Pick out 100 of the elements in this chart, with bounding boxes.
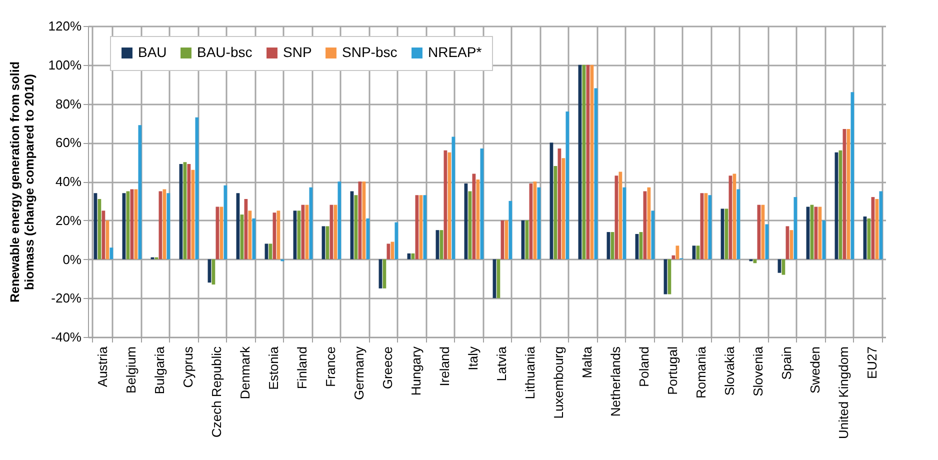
y-tick-label: 80% <box>55 96 82 112</box>
x-tick-label: Lithuania <box>522 346 538 400</box>
bar <box>106 220 110 260</box>
legend-label: SNP-bsc <box>342 44 398 60</box>
bar <box>305 204 309 260</box>
bar <box>704 193 708 260</box>
bar <box>818 206 822 260</box>
x-tick-label: Slovenia <box>750 346 766 396</box>
bar <box>618 172 622 260</box>
bar <box>309 187 313 260</box>
bar <box>647 187 651 260</box>
x-tick-label: Malta <box>579 346 594 378</box>
bar <box>386 244 390 260</box>
x-tick-label: Belgium <box>123 346 138 394</box>
bar <box>875 198 879 260</box>
bar <box>590 64 594 260</box>
bar <box>110 248 114 260</box>
legend-label: BAU <box>138 44 167 60</box>
bar <box>850 92 854 260</box>
legend-label: NREAP* <box>428 44 482 60</box>
bar <box>276 210 280 260</box>
bar <box>264 244 268 260</box>
bar <box>338 182 342 260</box>
x-tick-label: Sweden <box>807 346 822 394</box>
x-tick-label: Romania <box>693 346 708 399</box>
bar <box>326 226 330 260</box>
bar <box>537 187 541 260</box>
x-tick-label: Luxembourg <box>550 346 566 419</box>
y-tick-label: -40% <box>51 330 82 344</box>
x-tick-label: France <box>322 346 338 387</box>
bar <box>224 185 228 260</box>
bar <box>252 218 256 260</box>
bar <box>366 218 370 260</box>
bar <box>166 193 170 260</box>
bar <box>790 230 794 260</box>
bar <box>322 226 326 260</box>
bar <box>533 182 537 260</box>
bar <box>138 125 142 260</box>
y-tick-label: 40% <box>55 174 82 189</box>
x-tick-label: Latvia <box>494 346 509 382</box>
bar <box>566 112 570 260</box>
y-axis-title: Renewable energy generation from solid biomass (change compared to 2010) <box>8 61 36 303</box>
x-tick-label: Denmark <box>237 346 252 400</box>
x-tick-label: Czech Republic <box>208 346 224 438</box>
bar <box>334 204 338 260</box>
bar <box>696 246 700 260</box>
bar <box>562 158 566 260</box>
bar <box>794 197 798 260</box>
bar <box>195 117 199 260</box>
x-tick-label: Bulgaria <box>152 346 167 394</box>
bar <box>761 204 765 260</box>
bar <box>822 220 826 260</box>
bar <box>220 206 224 260</box>
bar <box>765 224 769 260</box>
x-tick-label: Hungary <box>408 346 424 396</box>
bar <box>248 210 252 260</box>
bar <box>651 210 655 260</box>
bar <box>676 246 680 260</box>
bar <box>786 226 790 260</box>
x-tick-label: Greece <box>380 346 395 390</box>
y-tick-label: 20% <box>55 212 82 228</box>
x-tick-label: EU27 <box>864 346 880 380</box>
x-tick-label: Portugal <box>664 346 680 395</box>
x-tick-label: Slovakia <box>722 346 737 396</box>
bar <box>162 189 166 260</box>
bar <box>390 242 394 260</box>
bar <box>191 170 195 260</box>
bar <box>268 244 272 260</box>
bar <box>672 255 676 260</box>
bar <box>448 152 452 260</box>
bar <box>846 129 850 260</box>
bar <box>407 253 411 260</box>
x-tick-label: Finland <box>294 346 310 390</box>
bar <box>423 195 427 260</box>
x-tick-label: Poland <box>636 346 652 387</box>
bar <box>732 174 736 260</box>
legend-label: BAU-bsc <box>197 44 252 60</box>
x-tick-label: Netherlands <box>608 346 623 417</box>
bar <box>622 187 626 260</box>
bar <box>419 195 423 260</box>
x-tick-label: Cyprus <box>180 346 196 388</box>
bar <box>879 191 883 260</box>
x-tick-label: Estonia <box>266 346 281 390</box>
y-tick-label: 0% <box>62 252 82 267</box>
bar <box>692 246 696 260</box>
y-tick-label: 120% <box>48 18 82 34</box>
bar <box>480 148 484 260</box>
legend-label: SNP <box>283 44 312 60</box>
y-tick-label: 60% <box>55 135 82 150</box>
bar <box>594 88 598 260</box>
x-tick-label: Italy <box>465 346 480 370</box>
bar <box>508 200 512 260</box>
x-tick-label: Spain <box>778 346 794 380</box>
x-tick-label: United Kingdom <box>836 346 851 439</box>
x-tick-label: Ireland <box>436 346 452 386</box>
y-tick-label: 100% <box>48 57 82 72</box>
x-tick-label: Germany <box>351 346 366 400</box>
bar <box>476 180 480 260</box>
bar <box>504 220 508 260</box>
bar <box>452 136 456 260</box>
